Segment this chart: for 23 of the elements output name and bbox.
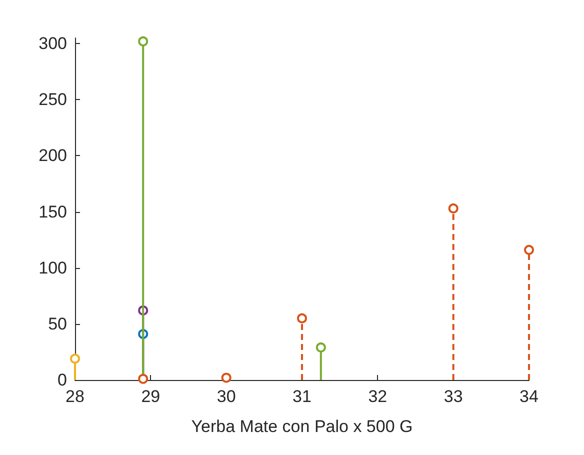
x-axis-title: Yerba Mate con Palo x 500 G xyxy=(191,417,413,436)
y-tick-label: 150 xyxy=(38,202,67,222)
x-tick-label: 29 xyxy=(141,387,160,406)
y-tick-label: 300 xyxy=(38,34,67,54)
y-tick-label: 100 xyxy=(38,258,67,278)
point xyxy=(138,36,148,46)
x-tick-label: 34 xyxy=(520,387,538,406)
point xyxy=(316,342,326,352)
point xyxy=(297,313,307,324)
point xyxy=(138,374,148,384)
y-tick-label: 250 xyxy=(38,90,67,110)
x-tick-label: 28 xyxy=(66,387,84,406)
point xyxy=(221,372,232,383)
y-tick-label: 0 xyxy=(58,370,67,390)
y-tick-label: 50 xyxy=(48,314,67,334)
x-tick-label: 31 xyxy=(292,387,312,406)
point xyxy=(524,244,534,255)
x-tick-label: 32 xyxy=(368,387,388,406)
point xyxy=(70,354,80,364)
x-tick-label: 33 xyxy=(444,387,463,406)
y-tick-label: 200 xyxy=(38,146,67,166)
x-tick-label: 30 xyxy=(216,387,236,406)
point xyxy=(448,203,458,214)
